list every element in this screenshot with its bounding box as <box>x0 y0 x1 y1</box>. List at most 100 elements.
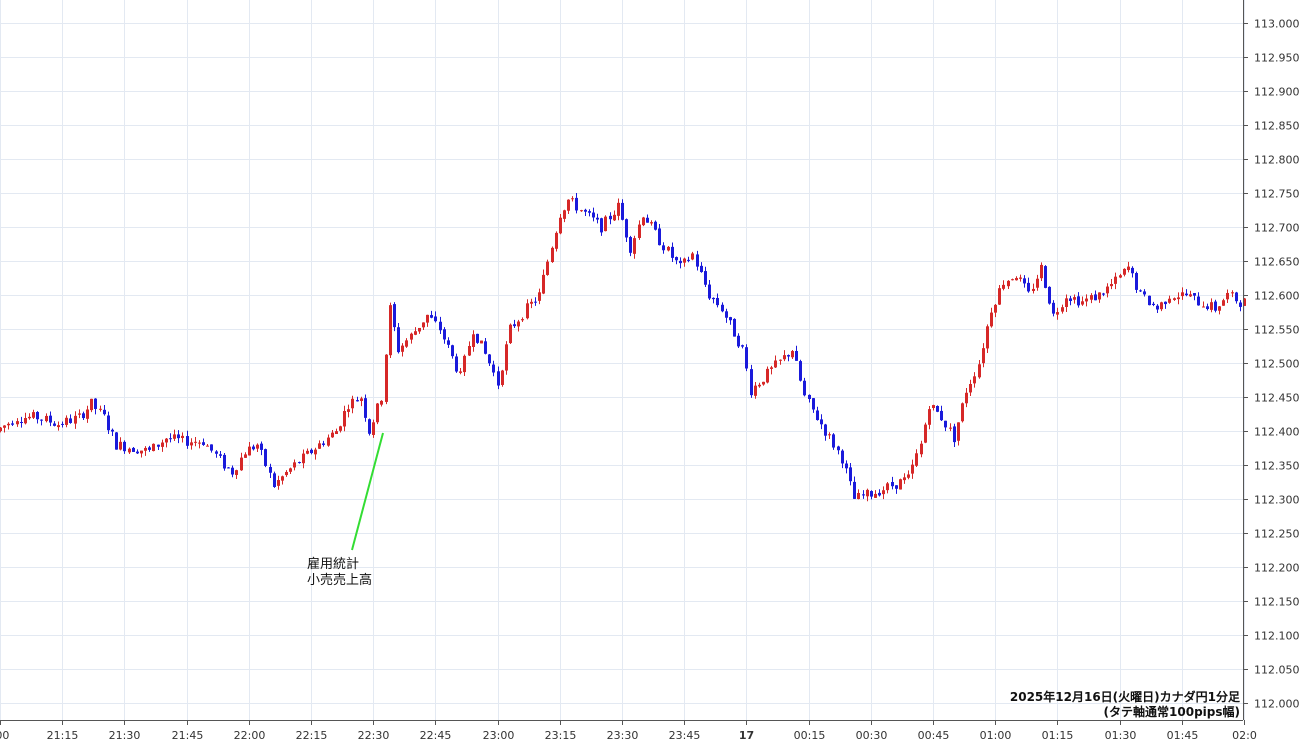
candle-up <box>580 210 583 212</box>
candle-down <box>443 329 446 340</box>
candle-up <box>206 445 209 447</box>
y-tick-label: 112.100 <box>1254 630 1300 643</box>
candle-up <box>256 444 259 449</box>
candle-up <box>385 354 388 402</box>
candle-down <box>69 418 72 423</box>
candle-up <box>1090 295 1093 300</box>
candle-down <box>891 482 894 487</box>
candle-down <box>716 297 719 306</box>
candle-down <box>219 454 222 456</box>
candle-down <box>592 212 595 218</box>
candle-up <box>1168 298 1171 303</box>
candle-up <box>480 340 483 344</box>
x-tick-label: 21:15 <box>47 729 79 742</box>
annotation-line-2: 小売売上高 <box>307 572 372 588</box>
candle-up <box>505 344 508 371</box>
candle-up <box>882 490 885 495</box>
candle-up <box>380 400 383 405</box>
candle-up <box>521 319 524 321</box>
x-tick-label: :00 <box>0 729 9 742</box>
candle-down <box>111 429 114 432</box>
candle-up <box>198 442 201 444</box>
candle-down <box>837 446 840 451</box>
candle-down <box>49 415 52 423</box>
candle-down <box>878 492 881 496</box>
y-tick-label: 112.550 <box>1254 324 1300 337</box>
candle-up <box>463 355 466 373</box>
candle-down <box>298 462 301 464</box>
x-tick-label: 01:30 <box>1105 729 1137 742</box>
candle-up <box>1081 301 1084 305</box>
candle-down <box>1197 296 1200 306</box>
candle-up <box>422 322 425 328</box>
candle-up <box>762 381 765 385</box>
y-tick-label: 112.050 <box>1254 664 1300 677</box>
candle-down <box>1214 301 1217 311</box>
candle-up <box>16 421 19 425</box>
candle-up <box>459 371 462 373</box>
candle-down <box>795 350 798 361</box>
x-tick-label: 00:15 <box>794 729 826 742</box>
candle-down <box>729 317 732 321</box>
candle-up <box>791 351 794 358</box>
candle-up <box>857 492 860 500</box>
candle-down <box>260 443 263 450</box>
candle-up <box>401 345 404 352</box>
chart-subtitle: (タテ軸通常100pips幅) <box>1104 704 1240 719</box>
candle-up <box>571 198 574 200</box>
candle-up <box>638 224 641 238</box>
candle-down <box>94 398 97 409</box>
candle-down <box>824 424 827 436</box>
candle-down <box>745 347 748 369</box>
candle-down <box>115 432 118 450</box>
candle-up <box>472 334 475 347</box>
candle-down <box>447 340 450 345</box>
candle-up <box>978 364 981 378</box>
candle-down <box>451 345 454 357</box>
x-tick-label: 23:30 <box>607 729 639 742</box>
chart-title: 2025年12月16日(火曜日)カナダ円1分足 <box>1010 689 1240 704</box>
candle-up <box>509 324 512 344</box>
candle-up <box>285 471 288 476</box>
candle-down <box>53 423 56 426</box>
candle-up <box>1127 266 1130 271</box>
candle-up <box>78 413 81 415</box>
candle-up <box>932 405 935 409</box>
candle-down <box>107 415 110 431</box>
candle-up <box>128 448 131 453</box>
x-tick-label: 22:00 <box>234 729 266 742</box>
candle-down <box>646 217 649 223</box>
candle-up <box>1110 284 1113 287</box>
candle-up <box>314 449 317 455</box>
candle-up <box>990 312 993 327</box>
candle-up <box>874 493 877 498</box>
candle-down <box>741 345 744 347</box>
candle-up <box>961 403 964 422</box>
candle-up <box>86 409 89 419</box>
y-tick-label: 112.150 <box>1254 596 1300 609</box>
candle-down <box>492 364 495 373</box>
y-tick-label: 112.650 <box>1254 256 1300 269</box>
candle-down <box>397 327 400 353</box>
candle-up <box>144 447 147 451</box>
candle-up <box>0 427 2 432</box>
candle-up <box>289 468 292 472</box>
y-tick-label: 112.000 <box>1254 698 1300 711</box>
candle-up <box>1173 298 1176 300</box>
candle-down <box>136 451 139 454</box>
candle-down <box>708 284 711 299</box>
y-tick-label: 112.300 <box>1254 494 1300 507</box>
candle-down <box>820 419 823 425</box>
y-tick-label: 112.800 <box>1254 154 1300 167</box>
candle-up <box>90 398 93 411</box>
y-tick-label: 112.400 <box>1254 426 1300 439</box>
candle-down <box>157 444 160 447</box>
candle-up <box>1011 279 1014 281</box>
candle-down <box>1156 305 1159 310</box>
candle-down <box>82 413 85 419</box>
candle-down <box>687 259 690 261</box>
candle-down <box>1206 306 1209 310</box>
candle-up <box>389 305 392 356</box>
candle-down <box>832 434 835 448</box>
